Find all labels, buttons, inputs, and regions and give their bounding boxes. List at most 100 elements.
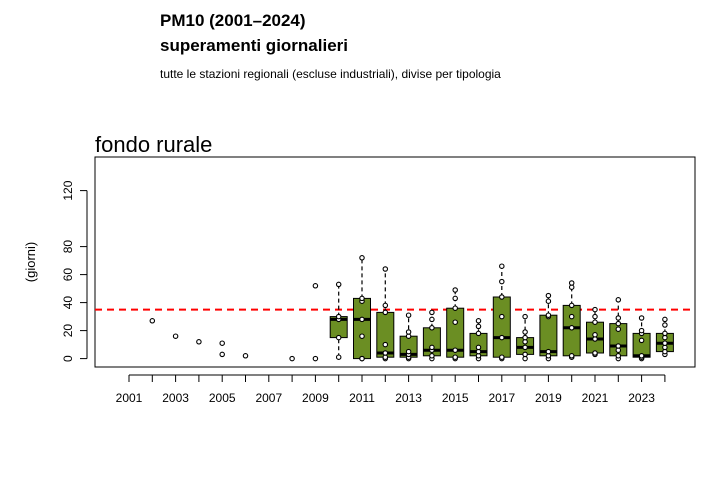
data-point bbox=[568, 280, 575, 286]
data-point bbox=[499, 294, 505, 300]
y-tick-label: 60 bbox=[61, 268, 75, 282]
data-point bbox=[545, 348, 552, 355]
data-points bbox=[149, 255, 668, 362]
data-point bbox=[452, 287, 458, 293]
data-point bbox=[219, 351, 225, 358]
data-point bbox=[522, 344, 528, 351]
data-point bbox=[499, 354, 505, 360]
chart-subtitle: superamenti giornalieri bbox=[160, 36, 348, 55]
data-point bbox=[382, 309, 389, 316]
data-point bbox=[429, 309, 435, 316]
data-point bbox=[405, 312, 412, 318]
x-tick-label: 2019 bbox=[535, 391, 562, 405]
data-point bbox=[499, 263, 505, 269]
x-tick-label: 2011 bbox=[349, 391, 375, 405]
data-point bbox=[522, 351, 528, 358]
data-point bbox=[219, 340, 225, 346]
boxes bbox=[329, 257, 674, 360]
y-tick-label: 120 bbox=[61, 180, 75, 200]
data-point bbox=[499, 334, 505, 341]
x-tick-label: 2023 bbox=[628, 391, 655, 405]
data-point bbox=[615, 343, 622, 349]
data-point bbox=[335, 334, 342, 341]
data-point bbox=[359, 333, 365, 339]
data-point bbox=[499, 313, 505, 320]
data-point bbox=[638, 353, 645, 359]
chart-caption: tutte le stazioni regionali (escluse ind… bbox=[160, 67, 501, 81]
data-point bbox=[452, 354, 458, 360]
data-point bbox=[429, 325, 435, 331]
x-tick-label: 2007 bbox=[255, 391, 282, 405]
data-point bbox=[405, 348, 412, 355]
data-point bbox=[452, 305, 458, 311]
data-point bbox=[452, 347, 458, 353]
x-tick-label: 2005 bbox=[209, 391, 236, 405]
data-point bbox=[242, 353, 249, 359]
box bbox=[492, 296, 511, 358]
data-point bbox=[615, 326, 622, 332]
x-tick-label: 2001 bbox=[116, 391, 143, 405]
data-point bbox=[545, 312, 552, 318]
data-point bbox=[568, 302, 575, 309]
data-point bbox=[382, 341, 389, 348]
data-point bbox=[475, 323, 482, 330]
data-point bbox=[568, 325, 575, 331]
data-point bbox=[429, 344, 435, 351]
axes: 0 20 40 60 80 120 2001 2003 2005 2007 2009 2011 2013… bbox=[61, 180, 666, 405]
data-point bbox=[382, 266, 389, 272]
data-point bbox=[359, 295, 365, 302]
data-point bbox=[429, 316, 435, 323]
data-point bbox=[592, 313, 598, 320]
plot-frame bbox=[94, 156, 696, 368]
data-point bbox=[475, 344, 482, 351]
y-tick-label: 40 bbox=[61, 296, 75, 310]
data-point bbox=[475, 330, 482, 337]
data-point bbox=[662, 340, 668, 346]
data-point bbox=[312, 355, 319, 362]
data-point bbox=[522, 329, 528, 335]
data-point bbox=[592, 306, 598, 313]
data-point bbox=[662, 316, 668, 323]
data-point bbox=[638, 337, 645, 344]
data-point bbox=[405, 329, 412, 335]
data-point bbox=[172, 333, 179, 339]
data-point bbox=[382, 350, 389, 356]
data-point bbox=[359, 355, 365, 362]
y-tick-label: 0 bbox=[61, 355, 75, 362]
data-point bbox=[615, 297, 622, 303]
data-point bbox=[499, 278, 505, 285]
data-point bbox=[382, 302, 389, 309]
data-point bbox=[615, 320, 622, 327]
data-point bbox=[522, 313, 528, 320]
data-point bbox=[615, 315, 622, 321]
data-point bbox=[359, 255, 365, 261]
data-point bbox=[335, 354, 342, 360]
data-point bbox=[475, 318, 482, 324]
box bbox=[353, 297, 371, 360]
panel-title: fondo rurale bbox=[95, 132, 212, 157]
x-tick-label: 2009 bbox=[302, 391, 329, 405]
data-point bbox=[568, 353, 575, 359]
data-point bbox=[522, 334, 528, 341]
data-point bbox=[662, 330, 668, 337]
data-point bbox=[149, 318, 156, 324]
x-tick-label: 2015 bbox=[442, 391, 469, 405]
data-point bbox=[335, 281, 342, 288]
data-point bbox=[289, 355, 295, 362]
data-point bbox=[638, 315, 645, 321]
data-point bbox=[638, 327, 645, 334]
x-tick-label: 2013 bbox=[395, 391, 422, 405]
data-point bbox=[429, 353, 435, 359]
x-tick-label: 2003 bbox=[162, 391, 189, 405]
data-point bbox=[196, 339, 202, 345]
data-point bbox=[615, 353, 622, 359]
data-point bbox=[335, 313, 342, 320]
y-axis-label: (giorni) bbox=[23, 242, 38, 282]
data-point bbox=[568, 313, 575, 320]
data-point bbox=[592, 319, 598, 325]
data-point bbox=[662, 322, 668, 328]
data-point bbox=[592, 332, 598, 338]
data-point bbox=[545, 292, 552, 299]
data-point bbox=[592, 350, 598, 356]
